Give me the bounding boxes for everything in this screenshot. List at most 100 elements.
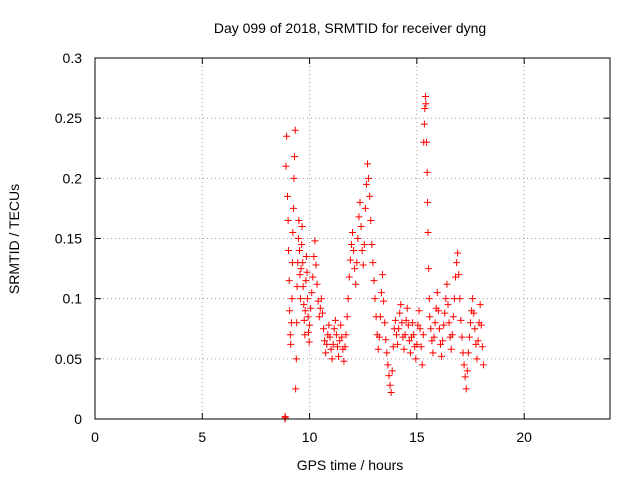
data-point [454,249,462,257]
data-point [287,340,295,348]
data-point [455,271,463,279]
data-point [479,361,487,369]
data-point [367,216,375,224]
y-axis-label: SRMTID / TECUs [6,184,22,294]
data-point [328,355,336,363]
data-point [439,337,447,345]
data-point [353,259,361,267]
chart-title: Day 099 of 2018, SRMTID for receiver dyn… [214,20,486,36]
data-point [354,235,362,242]
plot-border [94,57,611,420]
data-point [422,100,430,108]
data-point [380,297,388,305]
data-point [440,321,448,329]
data-point [362,180,370,188]
data-point [425,265,433,273]
data-point [420,120,428,128]
data-point [464,349,472,357]
data-point [409,319,417,327]
data-point [379,271,387,279]
data-point [355,213,363,221]
data-point [368,241,376,249]
data-point [331,316,339,324]
data-point [295,247,303,255]
data-point [330,325,338,333]
data-point [293,283,301,291]
data-point [329,340,337,348]
data-point [294,235,302,242]
data-point [344,295,352,303]
y-tick-label: 0.3 [63,50,83,66]
data-point [476,301,484,309]
x-tick-label: 15 [409,429,425,445]
data-point [374,345,382,353]
data-point [289,228,297,236]
data-point [392,331,400,339]
data-point [418,361,426,369]
data-point [282,162,290,170]
data-point [398,319,406,327]
data-point [385,372,393,380]
data-point [327,345,335,353]
data-point [369,259,377,267]
data-point [445,319,453,327]
data-point [317,295,325,303]
data-point [298,222,306,230]
data-point [435,325,443,333]
data-point [308,289,316,297]
data-point [423,138,431,146]
data-point [469,295,477,303]
x-tick-label: 5 [198,429,206,445]
data-point [395,325,403,333]
data-point [356,198,364,206]
data-point [336,337,344,345]
data-point [429,349,437,357]
data-point [307,304,315,312]
data-point [291,153,299,161]
data-point [444,301,452,309]
data-point [349,228,356,236]
data-point [449,313,457,321]
data-point [310,253,318,261]
data-point [285,277,293,285]
data-point [473,355,481,363]
data-point [361,204,369,212]
data-point [315,313,323,321]
tick-labels: 0 5 10 15 20 0 0.05 0.1 0.15 0.2 0.25 0.3 [55,50,532,445]
data-point [396,309,404,317]
data-point [448,331,456,339]
data-point [337,321,345,329]
data-point [423,168,431,176]
data-point [298,241,306,249]
data-point [376,313,384,321]
data-point [470,309,478,317]
data-point [283,192,291,200]
data-point [442,295,450,303]
data-point [416,325,424,333]
data-point [436,340,444,348]
data-point [430,333,438,341]
data-point [387,389,395,397]
data-point [394,340,402,348]
data-point [375,333,383,341]
data-point [371,295,379,303]
data-point [333,343,341,351]
data-point [406,349,414,357]
data-point [388,367,396,375]
data-point [300,301,308,309]
y-tick-label: 0.2 [63,170,83,186]
data-point [377,289,385,297]
data-point [400,345,408,353]
data-point [303,268,311,276]
data-point [386,381,394,389]
data-point [402,316,410,324]
data-point [303,295,311,303]
data-point [428,337,436,345]
data-point [424,228,432,236]
y-tick-label: 0.05 [55,351,82,367]
data-point [364,160,372,168]
data-point [306,321,314,329]
data-point [359,261,367,269]
data-point [285,247,293,255]
data-point [350,247,358,255]
